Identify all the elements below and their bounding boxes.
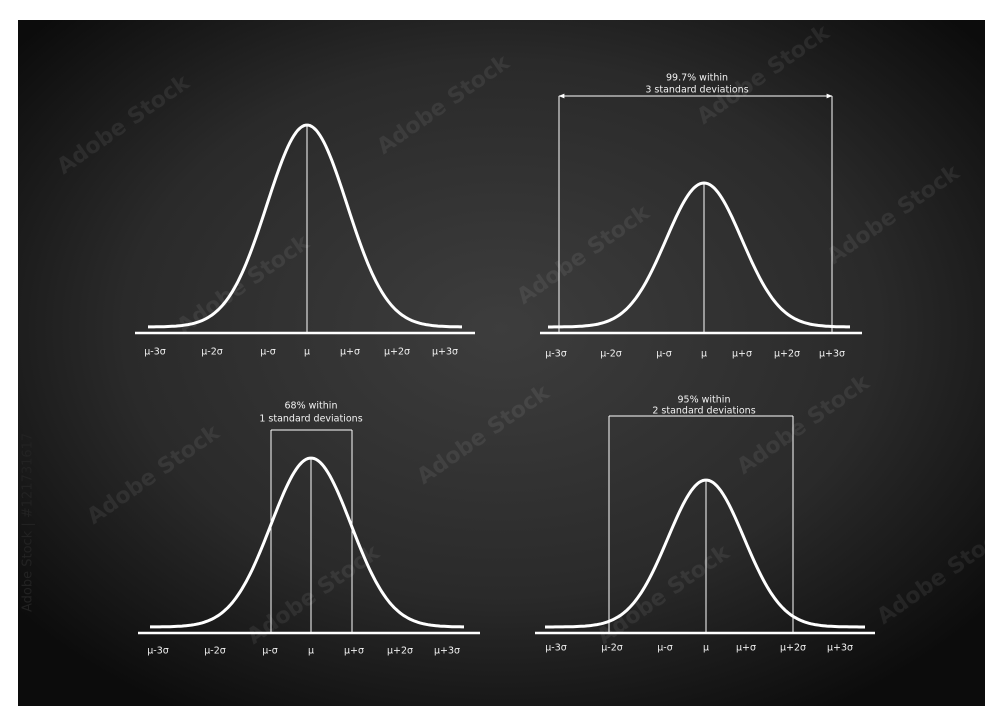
axis-label: μ+σ: [344, 646, 364, 657]
axis-label: μ-3σ: [545, 349, 567, 360]
axis-label: μ-3σ: [545, 643, 567, 654]
side-watermark: Adobe Stock | #121731617: [21, 433, 36, 612]
bell-curve: [148, 123, 462, 329]
bell-curve: [548, 181, 850, 329]
axis-label: μ-2σ: [601, 643, 623, 654]
axis-label: μ+3σ: [434, 646, 460, 657]
axis-label: μ: [701, 349, 707, 360]
axis-label: μ-3σ: [144, 347, 166, 358]
axis-label: μ+3σ: [819, 349, 845, 360]
bell-curve-panel: μ-3σ μ-2σ μ-σ μ μ+σ μ+2σ μ+3σ 68% within 1 stand…: [138, 401, 480, 657]
bell-curve: [150, 456, 464, 629]
range-annotation: 99.7% within: [666, 73, 728, 84]
axis-label: μ: [703, 643, 709, 654]
axis-label: μ+σ: [340, 347, 360, 358]
chalkboard: [18, 20, 985, 706]
axis-label: μ+σ: [736, 643, 756, 654]
axis-label: μ: [308, 646, 314, 657]
axis-label: μ+2σ: [774, 349, 800, 360]
range-annotation: 68% within: [285, 401, 338, 412]
axis-label: μ-σ: [260, 347, 276, 358]
axis-label: μ+σ: [732, 349, 752, 360]
axis-label: μ: [304, 347, 310, 358]
panels: μ-3σ μ-2σ μ-σ μ μ+σ μ+2σ μ+3σ μ-3σ μ-2σ μ-σ μ μ+σ μ+…: [135, 73, 875, 657]
axis-label: μ-σ: [262, 646, 278, 657]
axis-label: μ+3σ: [827, 643, 853, 654]
axis-label: μ+3σ: [432, 347, 458, 358]
bell-curve: [545, 478, 865, 629]
axis-label: μ+2σ: [387, 646, 413, 657]
axis-label: μ-σ: [656, 349, 672, 360]
range-annotation: 1 standard deviations: [259, 414, 362, 425]
axis-label: μ-σ: [657, 643, 673, 654]
axis-label: μ+2σ: [780, 643, 806, 654]
axis-label: μ-2σ: [600, 349, 622, 360]
axis-label: μ-2σ: [201, 347, 223, 358]
axis-label: μ-2σ: [204, 646, 226, 657]
axis-label: μ-3σ: [147, 646, 169, 657]
bell-curve-panel: μ-3σ μ-2σ μ-σ μ μ+σ μ+2σ μ+3σ: [135, 123, 475, 358]
axis-label: μ+2σ: [384, 347, 410, 358]
range-annotation: 2 standard deviations: [652, 406, 755, 417]
range-annotation: 3 standard deviations: [645, 85, 748, 96]
range-annotation: 95% within: [678, 395, 731, 406]
